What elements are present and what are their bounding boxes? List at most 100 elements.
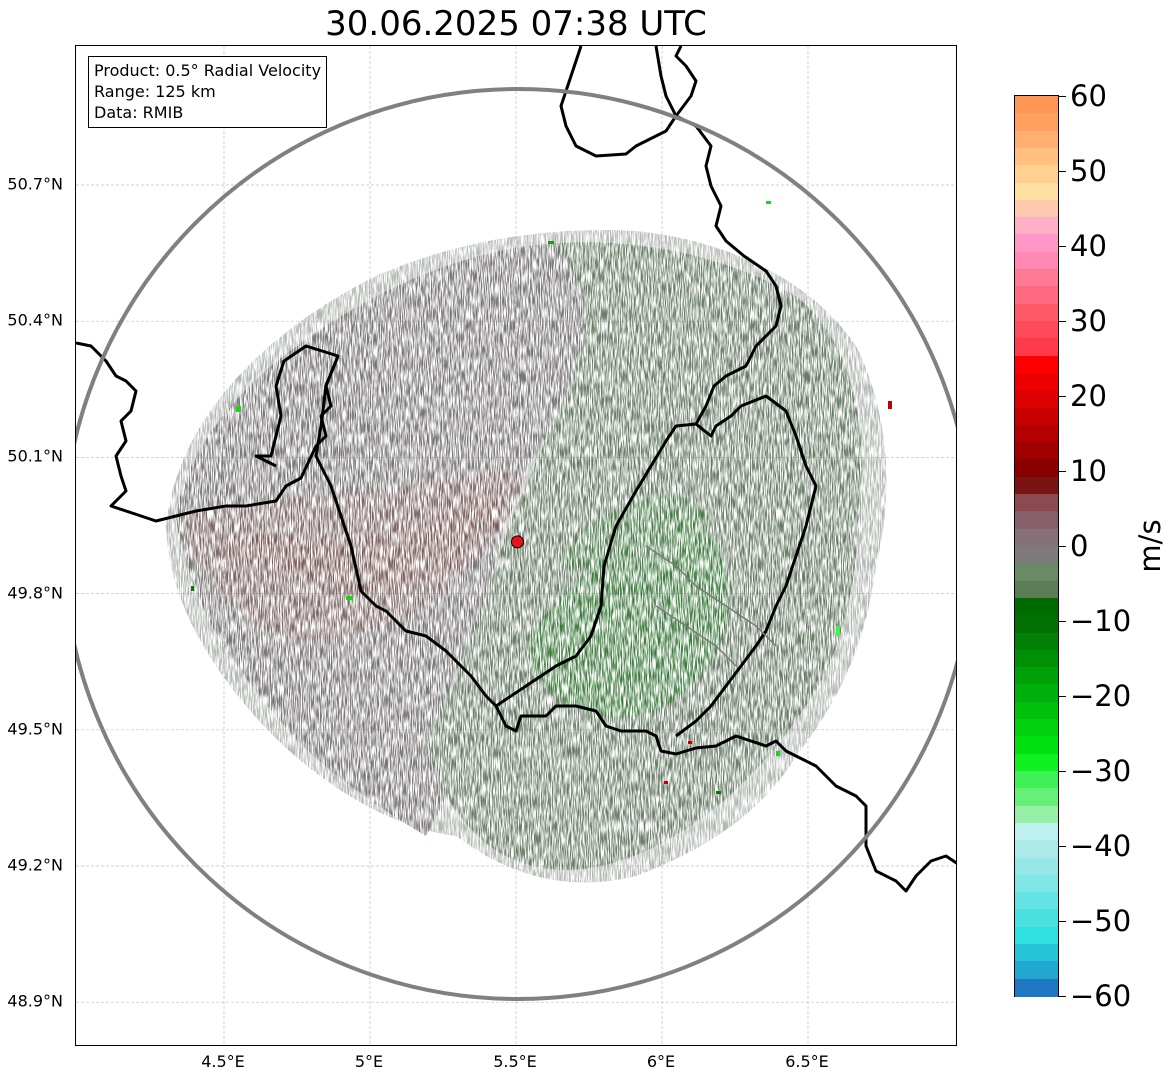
colorbar-segment [1015,147,1058,166]
latitude-tick-label: 50.1°N [7,446,63,466]
colorbar-segment [1015,649,1058,668]
colorbar-segment [1015,165,1058,184]
border-west [76,341,340,523]
colorbar-segment [1015,597,1058,616]
echo-fringe [166,230,887,883]
map-title: 30.06.2025 07:38 UTC [325,4,707,44]
colorbar-segment [1015,476,1058,495]
colorbar-tick-label: −10 [1070,604,1132,638]
colorbar-tick-label: 0 [1070,529,1089,563]
colorbar-segment [1015,615,1058,634]
latitude-tick-label: 49.2°N [7,855,63,875]
latitude-tick-label: 50.7°N [7,174,63,194]
colorbar-tick-mark [1059,171,1066,172]
velocity-colorbar [1014,95,1059,997]
colorbar-segment [1015,286,1058,305]
colorbar-segment [1015,632,1058,651]
colorbar-segment [1015,199,1058,218]
colorbar-tick-mark [1059,921,1066,922]
colorbar-tick-label: −30 [1070,754,1132,788]
colorbar-segment [1015,130,1058,149]
colorbar-segment [1015,857,1058,876]
colorbar-segment [1015,182,1058,201]
range-line: Range: 125 km [94,82,216,101]
colorbar-segment [1015,563,1058,582]
isolated-echoes [191,201,892,794]
colorbar-segment [1015,355,1058,374]
colorbar-tick-mark [1059,771,1066,772]
colorbar-segment [1015,840,1058,859]
latitude-tick-label: 48.9°N [7,991,63,1011]
colorbar-segment [1015,372,1058,391]
latitude-tick-label: 49.5°N [7,719,63,739]
radar-map[interactable] [75,45,957,1046]
colorbar-segment [1015,390,1058,409]
colorbar-segment [1015,944,1058,962]
colorbar-tick-label: −50 [1070,904,1132,938]
colorbar-segment [1015,771,1058,789]
colorbar-tick-label: −60 [1070,979,1132,1013]
radar-site-marker [510,535,524,549]
border-north [559,46,698,158]
colorbar-segment [1015,719,1058,737]
border-central [314,355,956,893]
colorbar-segment [1015,113,1058,132]
colorbar-segment [1015,736,1058,755]
colorbar-segment [1015,892,1058,911]
colorbar-segment [1015,909,1058,928]
colorbar-tick-mark [1059,246,1066,247]
colorbar-label: m/s [1133,519,1167,573]
longitude-tick-label: 5°E [354,1052,384,1071]
colorbar-tick-mark [1059,321,1066,322]
product-line: Product: 0.5° Radial Velocity [94,61,322,80]
colorbar-segment [1015,96,1058,114]
data-source-line: Data: RMIB [94,103,184,122]
colorbar-segment [1015,874,1058,893]
colorbar-segment [1015,528,1058,547]
longitude-tick-label: 6.5°E [785,1052,829,1071]
colorbar-tick-label: 50 [1070,154,1107,188]
border-luxembourg [495,394,818,738]
colorbar-segment [1015,580,1058,599]
colorbar-tick-mark [1059,546,1066,547]
colorbar-segment [1015,511,1058,530]
colorbar-segment [1015,753,1058,772]
colorbar-tick-mark [1059,996,1066,997]
colorbar-segment [1015,961,1058,980]
colorbar-segment [1015,788,1058,807]
map-canvas [76,46,956,1045]
colorbar-segment [1015,546,1058,564]
colorbar-segment [1015,459,1058,478]
colorbar-segment [1015,701,1058,720]
longitude-tick-label: 5.5°E [493,1052,537,1071]
colorbar-tick-mark [1059,621,1066,622]
colorbar-tick-mark [1059,471,1066,472]
latitude-tick-label: 49.8°N [7,583,63,603]
colorbar-segment [1015,303,1058,322]
colorbar-tick-label: 10 [1070,454,1107,488]
radar-range-ring [76,87,956,1001]
colorbar-segment [1015,926,1058,945]
colorbar-segment [1015,217,1058,236]
colorbar-segment [1015,978,1058,997]
colorbar-segment [1015,424,1058,443]
colorbar-segment [1015,667,1058,686]
velocity-field [166,230,887,883]
country-borders [76,46,956,893]
longitude-tick-label: 6°E [646,1052,676,1071]
colorbar-segment [1015,234,1058,253]
colorbar-tick-mark [1059,696,1066,697]
colorbar-segment [1015,684,1058,703]
colorbar-segment [1015,822,1058,841]
colorbar-tick-mark [1059,96,1066,97]
colorbar-segment [1015,494,1058,512]
colorbar-segment [1015,805,1058,824]
colorbar-tick-label: −20 [1070,679,1132,713]
secondary-borders [645,545,777,667]
colorbar-segment [1015,269,1058,287]
colorbar-segment [1015,321,1058,339]
colorbar-tick-label: −40 [1070,829,1132,863]
colorbar-tick-label: 20 [1070,379,1107,413]
colorbar-tick-mark [1059,846,1066,847]
colorbar-tick-mark [1059,396,1066,397]
